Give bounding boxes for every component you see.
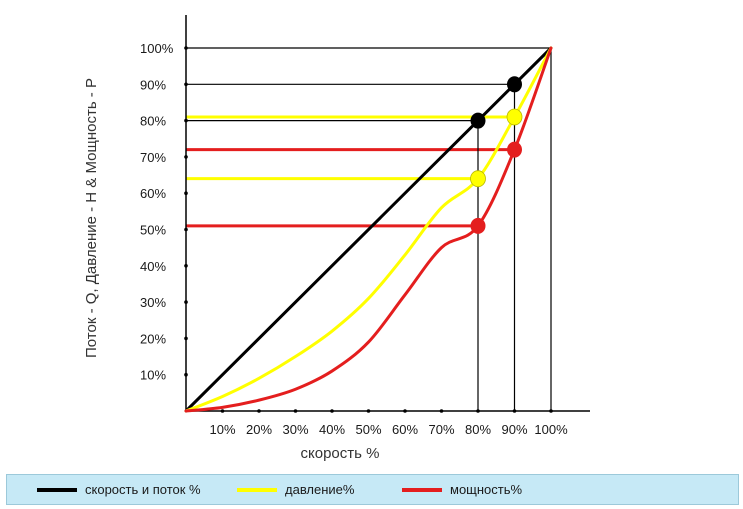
highlight-points: [470, 76, 523, 234]
y-tick-mark: [184, 264, 188, 268]
y-tick-mark: [184, 191, 188, 195]
reference-lines: [186, 47, 551, 228]
highlight-point-power: [507, 141, 522, 158]
y-tick-label: 90%: [140, 77, 166, 92]
x-tick-mark: [257, 409, 261, 413]
y-tick-label: 80%: [140, 114, 166, 129]
y-tick-mark: [184, 227, 188, 232]
legend-label-flow: скорость и поток %: [85, 482, 201, 497]
y-tick-mark: [184, 300, 188, 304]
x-tick-label: 70%: [428, 422, 454, 437]
legend: скорость и поток % давление% мощность%: [6, 474, 739, 505]
legend-item-pressure: давление%: [237, 475, 354, 504]
x-tick-mark: [220, 409, 225, 413]
legend-swatch-flow: [37, 487, 77, 492]
axes: [184, 15, 590, 413]
y-tick-labels: 10% 20% 30% 40% 50% 60% 70% 80% 90% 100%: [140, 41, 174, 383]
highlight-point-pressure: [506, 108, 523, 126]
x-tick-label: 60%: [392, 422, 418, 437]
y-tick-mark: [184, 46, 188, 50]
legend-item-power: мощность%: [402, 475, 522, 504]
x-tick-label: 50%: [355, 422, 381, 437]
x-tick-mark: [293, 409, 298, 413]
x-tick-label: 20%: [246, 422, 272, 437]
x-tick-label: 10%: [209, 422, 235, 437]
legend-label-power: мощность%: [450, 482, 523, 497]
x-tick-mark: [512, 409, 517, 413]
y-tick-mark: [184, 372, 188, 377]
highlight-point-flow: [470, 112, 486, 129]
y-tick-mark: [184, 155, 188, 159]
x-tick-mark: [330, 409, 334, 413]
legend-label-pressure: давление%: [285, 482, 355, 497]
y-tick-label: 70%: [140, 150, 166, 165]
x-tick-label: 80%: [465, 422, 491, 437]
chart: 10% 20% 30% 40% 50% 60% 70% 80% 90% 100% 10% 20% 30…: [83, 15, 590, 462]
x-tick-mark: [439, 409, 444, 413]
highlight-point-pressure: [470, 170, 486, 188]
x-tick-mark: [549, 409, 553, 413]
x-tick-mark: [366, 409, 371, 413]
highlight-point-power: [470, 217, 486, 234]
series-line-power: [184, 46, 553, 413]
y-tick-label: 10%: [140, 368, 166, 383]
x-tick-mark: [403, 409, 407, 413]
x-tick-label: 30%: [282, 422, 308, 437]
series-line-pressure: [184, 46, 553, 413]
y-tick-label: 20%: [140, 331, 166, 346]
x-tick-labels: 10% 20% 30% 40% 50% 60% 70% 80% 90% 100%: [209, 422, 568, 437]
series-lines: [184, 46, 553, 413]
y-tick-label: 50%: [140, 223, 166, 238]
legend-swatch-pressure: [237, 487, 277, 492]
x-axis-title: скорость %: [301, 445, 380, 462]
y-tick-mark: [184, 82, 188, 87]
y-tick-label: 40%: [140, 259, 166, 274]
highlight-point-flow: [507, 76, 522, 93]
y-tick-label: 30%: [140, 295, 166, 310]
x-tick-label: 40%: [319, 422, 345, 437]
vertical-drop-lines: [477, 48, 552, 411]
y-tick-label: 60%: [140, 186, 166, 201]
x-tick-label: 100%: [534, 422, 568, 437]
legend-item-flow: скорость и поток %: [37, 475, 201, 504]
y-axis-title: Поток - Q, Давление - H & Мощность - P: [83, 78, 100, 358]
x-tick-label: 90%: [501, 422, 527, 437]
y-tick-label: 100%: [140, 41, 174, 56]
legend-swatch-power: [402, 487, 442, 492]
y-tick-mark: [184, 118, 188, 123]
y-tick-mark: [184, 336, 188, 341]
x-tick-mark: [476, 409, 480, 413]
series-line-flow: [184, 46, 553, 413]
